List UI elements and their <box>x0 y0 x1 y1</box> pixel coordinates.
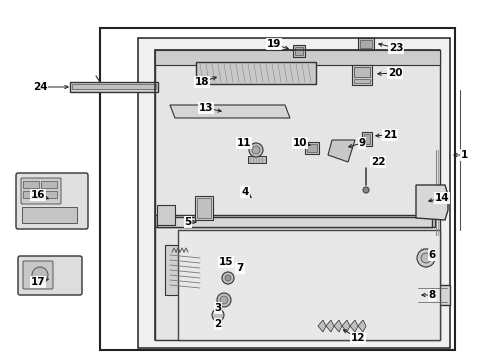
Bar <box>197 198 210 218</box>
Text: 1: 1 <box>459 150 467 160</box>
Circle shape <box>420 253 430 263</box>
FancyBboxPatch shape <box>226 272 417 338</box>
Circle shape <box>220 296 227 304</box>
Circle shape <box>248 143 263 157</box>
Text: 14: 14 <box>434 193 448 203</box>
Text: 12: 12 <box>350 333 365 343</box>
Text: 13: 13 <box>198 103 213 113</box>
Circle shape <box>224 275 230 281</box>
Bar <box>247 156 265 163</box>
Bar <box>157 205 175 225</box>
Text: 19: 19 <box>266 39 281 49</box>
Bar <box>164 245 204 295</box>
Bar <box>306 144 316 152</box>
Bar <box>294 47 303 55</box>
Bar <box>22 207 77 223</box>
Bar <box>195 196 213 220</box>
Circle shape <box>251 146 260 154</box>
Bar <box>414 285 449 305</box>
Text: 21: 21 <box>382 130 396 140</box>
Polygon shape <box>341 320 349 332</box>
FancyBboxPatch shape <box>16 173 88 229</box>
Text: 16: 16 <box>31 190 45 200</box>
Text: 11: 11 <box>236 138 251 148</box>
Text: 6: 6 <box>427 250 435 260</box>
Text: 18: 18 <box>194 77 209 87</box>
FancyBboxPatch shape <box>332 242 421 292</box>
Bar <box>155 50 439 340</box>
Bar <box>305 142 318 154</box>
Circle shape <box>217 293 230 307</box>
FancyBboxPatch shape <box>23 261 53 289</box>
Bar <box>363 134 369 144</box>
Polygon shape <box>170 105 289 118</box>
Text: 2: 2 <box>214 319 221 329</box>
Bar <box>353 67 369 77</box>
Text: 10: 10 <box>292 138 306 148</box>
Text: 22: 22 <box>370 157 385 167</box>
Polygon shape <box>415 185 447 220</box>
Bar <box>353 79 369 83</box>
Circle shape <box>416 249 434 267</box>
Bar <box>351 65 371 85</box>
Polygon shape <box>349 320 357 332</box>
Bar <box>337 255 412 265</box>
Bar <box>155 50 439 65</box>
Bar <box>70 82 158 92</box>
Bar <box>292 45 305 57</box>
Bar <box>100 28 454 350</box>
Text: 4: 4 <box>241 187 248 197</box>
Bar <box>157 217 431 227</box>
Bar <box>196 62 315 84</box>
Text: 7: 7 <box>236 263 243 273</box>
Circle shape <box>212 309 224 321</box>
Circle shape <box>222 272 234 284</box>
Polygon shape <box>327 140 354 162</box>
Bar <box>361 132 371 146</box>
Text: 20: 20 <box>387 68 402 78</box>
Bar <box>72 84 156 89</box>
Polygon shape <box>357 320 365 332</box>
Text: 23: 23 <box>388 43 403 53</box>
Bar <box>359 40 371 48</box>
FancyBboxPatch shape <box>21 178 61 204</box>
Bar <box>23 181 39 188</box>
Bar <box>215 265 226 275</box>
FancyBboxPatch shape <box>232 278 411 332</box>
Circle shape <box>32 267 48 283</box>
Bar <box>41 181 57 188</box>
Bar <box>41 191 57 198</box>
Text: 5: 5 <box>184 217 191 227</box>
Bar <box>155 215 434 227</box>
FancyBboxPatch shape <box>327 238 426 297</box>
FancyBboxPatch shape <box>18 256 82 295</box>
Text: 3: 3 <box>214 303 221 313</box>
Text: 8: 8 <box>427 290 435 300</box>
Bar <box>138 38 449 348</box>
Text: 15: 15 <box>218 257 233 267</box>
Circle shape <box>362 187 368 193</box>
Polygon shape <box>317 320 325 332</box>
Polygon shape <box>178 230 439 340</box>
Text: 17: 17 <box>31 277 45 287</box>
Text: 24: 24 <box>33 82 47 92</box>
Bar <box>23 191 39 198</box>
Polygon shape <box>333 320 341 332</box>
Polygon shape <box>325 320 333 332</box>
Bar <box>357 38 373 50</box>
Text: 9: 9 <box>358 138 365 148</box>
